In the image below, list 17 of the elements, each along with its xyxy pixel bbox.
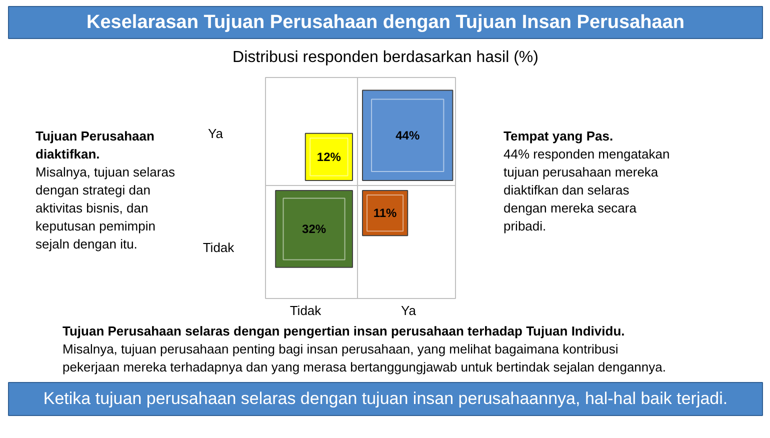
data-label: 32%: [302, 222, 326, 236]
text: Misalnya, tujuan selaras dengan strategi dan aktivitas bisnis, dan keputusan pemimpin sejaln dengan itu.: [36, 164, 176, 252]
text: Ketika tujuan perusahaan selaras dengan tujuan insan perusahaannya, hal-hal baik terjadi.: [43, 389, 728, 408]
data-label: 12%: [316, 150, 342, 164]
category-label: Ya: [208, 126, 223, 141]
category-label: Tidak: [290, 303, 322, 318]
text: 44% responden mengatakan tujuan perusahaan mereka diaktifkan dan selaras dengan mereka secara pribadi.: [504, 146, 670, 234]
text: Distribusi responden berdasarkan hasil (%): [232, 49, 538, 66]
category-label: Tidak: [202, 240, 234, 255]
category-label: Ya: [401, 303, 417, 318]
text: Misalnya, tujuan perusahaan penting bagi insan perusahaan, yang melihat bagaimana kontribusi pekerjaan mereka terhadapnya dan yang merasa bertanggungjawab untuk bertindak sejalan dengannya.: [62, 342, 666, 374]
text: Keselarasan Tujuan Perusahaan dengan Tujuan Insan Perusahaan: [86, 12, 684, 33]
text: Tujuan Perusahaan selaras dengan pengertian insan perusahaan terhadap Tujuan Individu.: [62, 324, 625, 338]
data-label: 11%: [373, 206, 398, 220]
text: Tempat yang Pas.: [504, 128, 614, 144]
data-label: 44%: [396, 128, 420, 142]
text: Tujuan Perusahaan diaktifkan.: [36, 128, 155, 162]
